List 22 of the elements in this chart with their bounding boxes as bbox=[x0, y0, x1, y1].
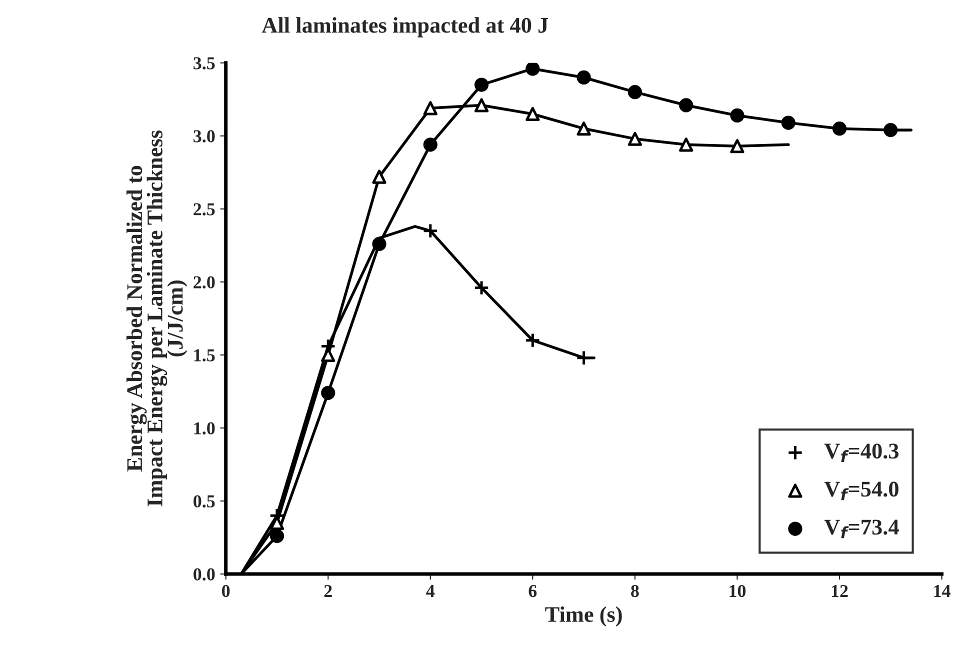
y-tick-label: 0.5 bbox=[194, 495, 215, 508]
legend-label: V$_{f}$=54.0 bbox=[824, 482, 898, 500]
y-tick-label: 3.0 bbox=[194, 130, 215, 142]
legend-label: V$_{f}$=73.4 bbox=[824, 520, 899, 538]
y-tick-label: 1.5 bbox=[194, 349, 215, 362]
y-tick-label: 1.0 bbox=[194, 422, 215, 434]
x-tick-label: 8 bbox=[631, 584, 639, 598]
x-tick-label: 4 bbox=[426, 585, 435, 597]
y-tick-label: 2.0 bbox=[194, 276, 215, 288]
y-tick-label: 0.0 bbox=[194, 568, 215, 581]
x-axis-title: Time (s) bbox=[545, 606, 622, 626]
chart-title: All laminates impacted at 40 J bbox=[262, 17, 548, 38]
x-tick-label: 14 bbox=[934, 585, 950, 597]
x-tick-label: 0 bbox=[222, 584, 230, 598]
y-tick-label: 2.5 bbox=[194, 203, 215, 216]
y-tick-label: 3.5 bbox=[194, 57, 215, 70]
x-tick-label: 12 bbox=[832, 584, 848, 597]
x-tick-label: 2 bbox=[324, 584, 332, 597]
y-axis-title: Energy Absorbed Normalized to Impact Energy per Laminate Thickness (J/J/cm) bbox=[126, 130, 188, 506]
x-tick-label: 6 bbox=[528, 584, 537, 598]
x-tick-label: 10 bbox=[730, 584, 746, 598]
legend-label: V$_{f}$=40.3 bbox=[824, 444, 899, 462]
